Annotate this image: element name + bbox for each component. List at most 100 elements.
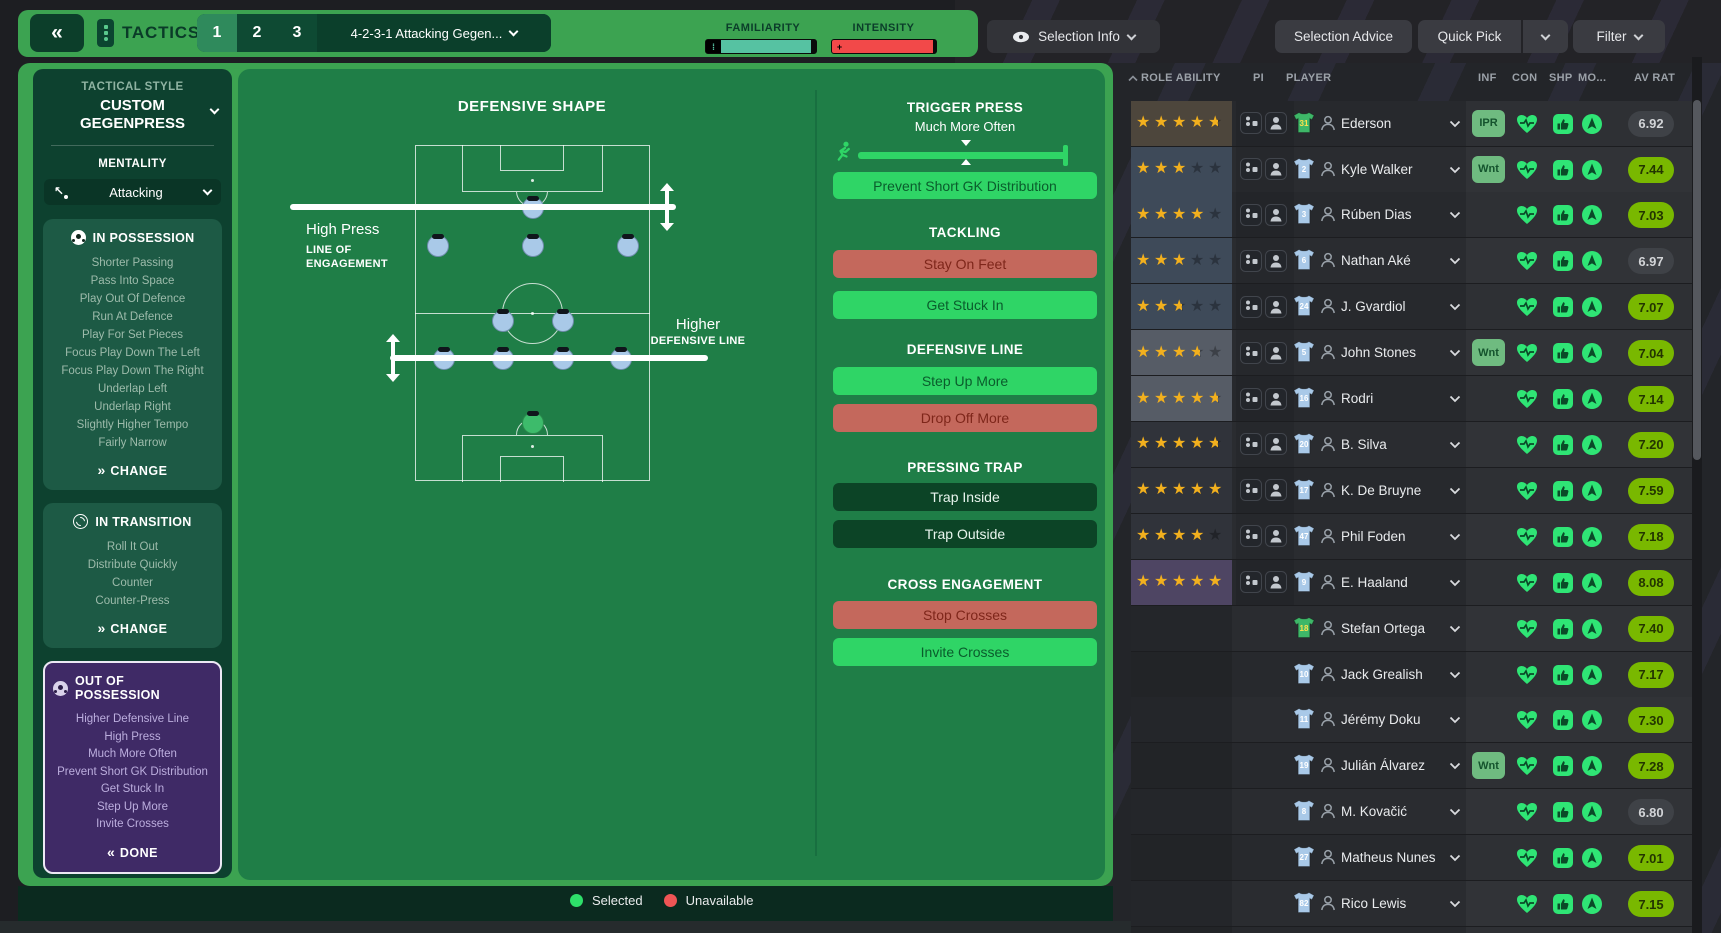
- stay-on-feet-button[interactable]: Stay On Feet: [833, 250, 1097, 278]
- column-header-con[interactable]: CON: [1512, 72, 1538, 84]
- pi-player-icon[interactable]: [1265, 433, 1287, 456]
- chevron-down-icon[interactable]: [1449, 395, 1461, 403]
- player-row[interactable]: 11 Jérémy Doku 7.30: [1131, 697, 1692, 744]
- chevron-down-icon[interactable]: [1449, 257, 1461, 265]
- chevron-down-icon[interactable]: [1449, 533, 1461, 541]
- chevron-down-icon[interactable]: [1449, 211, 1461, 219]
- player-row[interactable]: [1131, 926, 1692, 933]
- pi-player-icon[interactable]: [1265, 387, 1287, 410]
- pi-player-icon[interactable]: [1265, 295, 1287, 318]
- scrollbar-thumb[interactable]: [1693, 100, 1701, 460]
- player-row[interactable]: 82 Rico Lewis 7.15: [1131, 881, 1692, 928]
- pi-player-icon[interactable]: [1265, 571, 1287, 594]
- pi-list-icon[interactable]: [1240, 571, 1262, 594]
- back-button[interactable]: «: [30, 14, 84, 52]
- player-name[interactable]: Jérémy Doku: [1341, 712, 1421, 728]
- sort-icon[interactable]: [1128, 75, 1138, 82]
- slider-handle[interactable]: [961, 159, 971, 165]
- pi-list-icon[interactable]: [1240, 203, 1262, 226]
- player-name[interactable]: Matheus Nunes: [1341, 850, 1436, 866]
- player-row[interactable]: 27 Matheus Nunes 7.01: [1131, 835, 1692, 882]
- player-name[interactable]: Rodri: [1341, 391, 1374, 407]
- pi-player-icon[interactable]: [1265, 203, 1287, 226]
- slider-handle[interactable]: [961, 140, 971, 146]
- pi-list-icon[interactable]: [1240, 525, 1262, 548]
- get-stuck-in-button[interactable]: Get Stuck In: [833, 291, 1097, 319]
- pi-player-icon[interactable]: [1265, 158, 1287, 180]
- prevent-short-gk-distribution-button[interactable]: Prevent Short GK Distribution: [833, 172, 1097, 199]
- column-header-inf[interactable]: INF: [1478, 72, 1497, 84]
- tactic-tab-2[interactable]: 2: [252, 24, 262, 41]
- pi-player-icon[interactable]: [1265, 341, 1287, 364]
- tactical-style-dropdown[interactable]: CUSTOM GEGENPRESS: [57, 97, 220, 133]
- player-row[interactable]: ★ ★ ★ ★ ★ ★ 20 B. Silva: [1131, 421, 1692, 468]
- player-row[interactable]: 19 Julián Álvarez Wnt 7.28: [1131, 743, 1692, 790]
- pi-player-icon[interactable]: [1265, 249, 1287, 272]
- player-row[interactable]: ★ ★ ★ ★ ★ 3 Rúben Dias: [1131, 192, 1692, 239]
- player-name[interactable]: John Stones: [1341, 345, 1417, 361]
- player-name[interactable]: M. Kovačić: [1341, 804, 1408, 820]
- formation-dropdown[interactable]: 4-2-3-1 Attacking Gegen...: [317, 14, 551, 52]
- chevron-down-icon[interactable]: [1449, 854, 1461, 862]
- player-row[interactable]: ★ ★ ★ ★ ★ 6 Nathan Aké: [1131, 238, 1692, 285]
- player-row[interactable]: ★ ★ ★ ★ ★ ★ 5 John Stones Wnt: [1131, 330, 1692, 377]
- player-row[interactable]: 8 M. Kovačić 6.80: [1131, 789, 1692, 836]
- column-header-shp[interactable]: SHP: [1549, 72, 1573, 84]
- player-name[interactable]: J. Gvardiol: [1341, 299, 1406, 315]
- chevron-down-icon[interactable]: [1449, 120, 1461, 128]
- chevron-down-icon[interactable]: [1449, 166, 1461, 174]
- selection-info-dropdown[interactable]: Selection Info: [987, 20, 1160, 53]
- status-badge[interactable]: Wnt: [1472, 155, 1505, 183]
- pi-list-icon[interactable]: [1240, 249, 1262, 272]
- player-name[interactable]: B. Silva: [1341, 436, 1387, 452]
- tactic-tab-1[interactable]: 1: [197, 14, 237, 52]
- defensive-line[interactable]: [390, 355, 708, 361]
- in-possession-change-button[interactable]: » CHANGE: [51, 462, 214, 478]
- line-of-engagement[interactable]: [290, 204, 676, 210]
- chevron-down-icon[interactable]: [1449, 716, 1461, 724]
- player-name[interactable]: Jack Grealish: [1341, 666, 1423, 682]
- player-row[interactable]: ★ ★ ★ ★ ★ ★ 31 Ederson IPR: [1131, 100, 1692, 147]
- chevron-down-icon[interactable]: [1449, 762, 1461, 770]
- status-badge[interactable]: IPR: [1472, 109, 1505, 137]
- player-name[interactable]: Kyle Walker: [1341, 161, 1413, 177]
- player-name[interactable]: Ederson: [1341, 115, 1392, 131]
- in-transition-change-button[interactable]: » CHANGE: [51, 620, 214, 636]
- chevron-down-icon[interactable]: [1449, 900, 1461, 908]
- selection-advice-button[interactable]: Selection Advice: [1275, 20, 1412, 53]
- step-up-more-button[interactable]: Step Up More: [833, 367, 1097, 395]
- trigger-press-slider[interactable]: [858, 152, 1066, 159]
- player-name[interactable]: E. Haaland: [1341, 574, 1408, 590]
- player-row[interactable]: ★ ★ ★ ★ ★ ★ 24 J. Gvardiol: [1131, 284, 1692, 331]
- player-name[interactable]: Phil Foden: [1341, 528, 1406, 544]
- filter-button[interactable]: Filter: [1573, 20, 1665, 53]
- trap-inside-button[interactable]: Trap Inside: [833, 483, 1097, 511]
- quick-pick-button[interactable]: Quick Pick: [1418, 20, 1521, 53]
- invite-crosses-button[interactable]: Invite Crosses: [833, 638, 1097, 666]
- mentality-dropdown[interactable]: ↖ Attacking: [44, 179, 221, 205]
- pi-list-icon[interactable]: [1240, 433, 1262, 456]
- player-name[interactable]: Stefan Ortega: [1341, 620, 1426, 636]
- scrollbar-track[interactable]: [1692, 57, 1702, 933]
- player-name[interactable]: Julián Álvarez: [1341, 758, 1426, 774]
- chevron-down-icon[interactable]: [1449, 441, 1461, 449]
- chevron-down-icon[interactable]: [1449, 625, 1461, 633]
- player-row[interactable]: ★ ★ ★ ★ ★ 47 Phil Foden: [1131, 513, 1692, 560]
- out-of-possession-done-button[interactable]: « DONE: [53, 844, 212, 860]
- pi-list-icon[interactable]: [1240, 341, 1262, 364]
- player-row[interactable]: ★ ★ ★ ★ ★ ★ 16 Rodri: [1131, 376, 1692, 423]
- column-header-player[interactable]: PLAYER: [1286, 72, 1332, 84]
- player-name[interactable]: Rico Lewis: [1341, 896, 1407, 912]
- player-row[interactable]: ★ ★ ★ ★ ★ 17 K. De Bruyne: [1131, 467, 1692, 514]
- quick-pick-menu-button[interactable]: [1523, 20, 1568, 53]
- pi-list-icon[interactable]: [1240, 112, 1262, 135]
- pi-list-icon[interactable]: [1240, 158, 1262, 180]
- pi-player-icon[interactable]: [1265, 479, 1287, 502]
- tactic-tab-3[interactable]: 3: [292, 24, 302, 41]
- pi-list-icon[interactable]: [1240, 479, 1262, 502]
- chevron-down-icon[interactable]: [1449, 349, 1461, 357]
- status-badge[interactable]: Wnt: [1472, 339, 1505, 367]
- drop-off-more-button[interactable]: Drop Off More: [833, 404, 1097, 432]
- column-header-av-rat[interactable]: AV RAT: [1634, 72, 1676, 84]
- player-row[interactable]: 18 Stefan Ortega 7.40: [1131, 605, 1692, 652]
